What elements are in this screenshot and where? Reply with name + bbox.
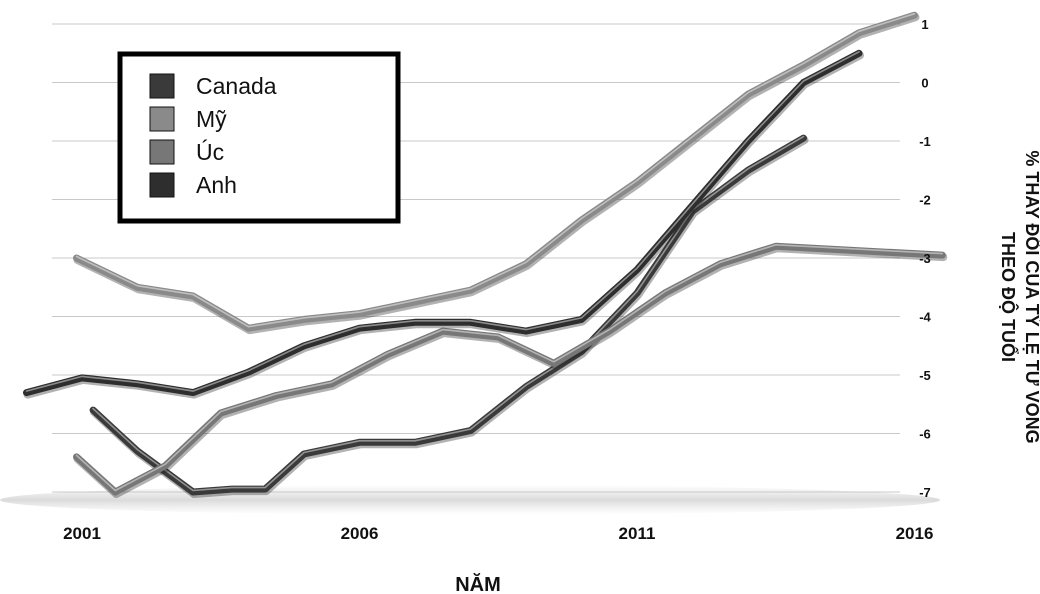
legend-swatch bbox=[149, 73, 175, 99]
series-line-body bbox=[89, 134, 807, 496]
series-line-body bbox=[73, 11, 918, 332]
x-tick-label: 2016 bbox=[896, 524, 934, 543]
legend-swatch bbox=[149, 106, 175, 132]
legend: Canada Mỹ Úc Anh bbox=[117, 51, 401, 224]
y-axis-title-line-1: % THAY ĐỔI CỦA TỶ LỆ TỬ VONG bbox=[1022, 150, 1040, 443]
series-line-3 bbox=[73, 242, 948, 498]
y-tick-labels: 1 0 -1 -2 -3 -4 -5 -6 -7 bbox=[919, 17, 931, 500]
y-tick-label: 1 bbox=[921, 17, 928, 32]
x-axis-title: NĂM bbox=[455, 573, 501, 594]
legend-label: Anh bbox=[196, 172, 237, 198]
series-line-highlight bbox=[25, 50, 860, 392]
x-tick-label: 2001 bbox=[63, 524, 101, 543]
chart-floor-shadow bbox=[0, 485, 940, 515]
y-tick-label: -3 bbox=[919, 251, 931, 266]
y-tick-label: -4 bbox=[919, 310, 931, 325]
legend-label: Canada bbox=[196, 73, 277, 99]
legend-label: Mỹ bbox=[196, 106, 227, 132]
floor-shadow-ellipse bbox=[0, 485, 940, 515]
x-tick-label: 2011 bbox=[619, 524, 656, 543]
series-line-highlight bbox=[75, 244, 944, 492]
series-line-shadow bbox=[73, 244, 948, 498]
y-tick-label: -5 bbox=[919, 368, 931, 383]
y-tick-label: -2 bbox=[919, 193, 931, 208]
legend-swatch bbox=[149, 172, 175, 198]
x-tick-labels: 2001 2006 2011 2016 bbox=[63, 524, 933, 543]
series-line-body bbox=[73, 242, 946, 496]
series-line-highlight bbox=[92, 135, 805, 492]
y-tick-label: 0 bbox=[921, 76, 928, 91]
series-line-2 bbox=[73, 11, 920, 335]
series-line-1 bbox=[89, 134, 809, 498]
legend-swatch bbox=[149, 139, 175, 165]
y-tick-label: -1 bbox=[919, 134, 931, 149]
y-tick-label: -7 bbox=[919, 485, 931, 500]
y-axis-title-line-2: THEO ĐỘ TUỔI bbox=[998, 232, 1019, 362]
y-axis-title: % THAY ĐỔI CỦA TỶ LỆ TỬ VONG THEO ĐỘ TUỔ… bbox=[998, 150, 1040, 443]
series-line-body bbox=[23, 49, 863, 397]
y-tick-label: -6 bbox=[919, 427, 931, 442]
series-line-highlight bbox=[75, 12, 916, 328]
series-lines bbox=[23, 11, 948, 498]
series-line-4 bbox=[23, 49, 864, 399]
x-tick-label: 2006 bbox=[341, 524, 379, 543]
legend-label: Úc bbox=[196, 139, 224, 165]
